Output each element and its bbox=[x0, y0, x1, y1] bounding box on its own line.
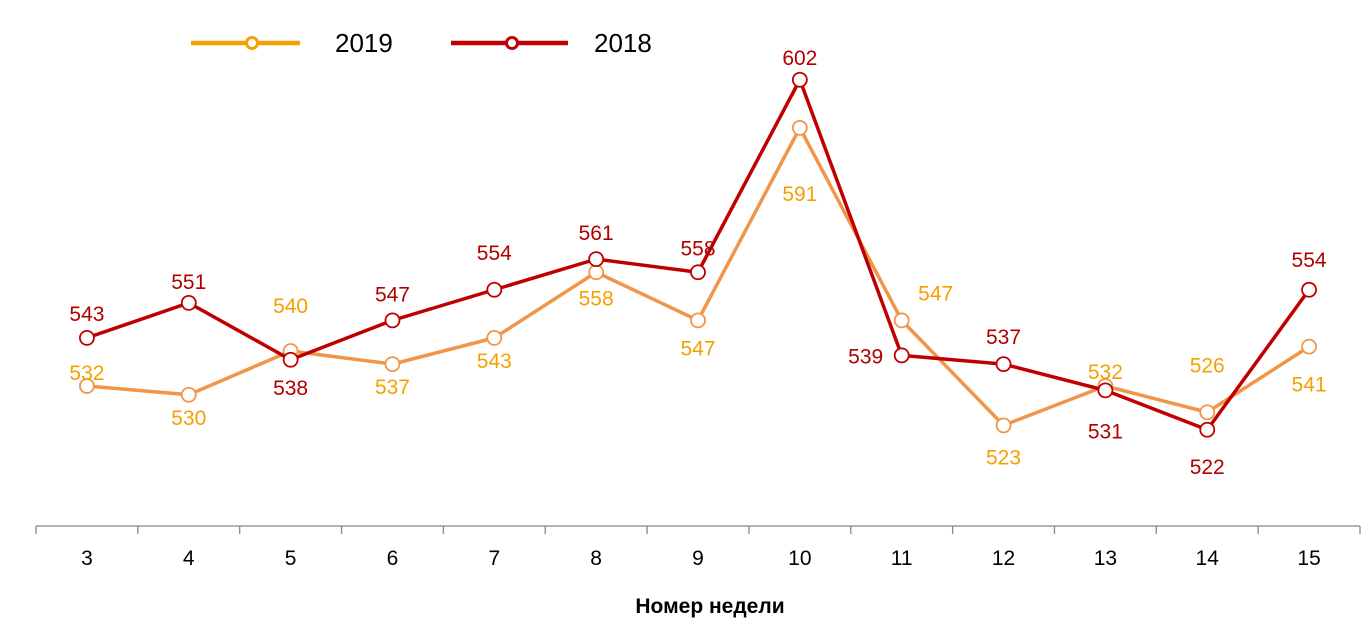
data-point-2018 bbox=[79, 329, 95, 346]
data-point-2019 bbox=[690, 312, 706, 329]
data-point-2019 bbox=[384, 356, 401, 373]
data-label-2018: 522 bbox=[1190, 456, 1225, 479]
data-label-2019: 530 bbox=[171, 407, 206, 430]
data-point-2018 bbox=[1301, 281, 1317, 298]
legend-label: 2019 bbox=[335, 28, 393, 58]
x-tick-label: 15 bbox=[1297, 547, 1320, 570]
data-point-2018 bbox=[995, 356, 1012, 373]
data-label-2018: 543 bbox=[69, 303, 104, 326]
data-label-2019: 523 bbox=[986, 446, 1021, 469]
x-tick-label: 7 bbox=[488, 547, 500, 570]
data-label-2018: 551 bbox=[171, 271, 206, 294]
data-point-2019 bbox=[791, 119, 808, 136]
data-label-2019: 547 bbox=[680, 337, 715, 360]
data-point-2018 bbox=[1199, 421, 1216, 438]
data-label-2018: 602 bbox=[782, 47, 817, 70]
data-label-2019: 532 bbox=[69, 362, 104, 385]
x-tick-label: 11 bbox=[891, 547, 913, 570]
data-point-2019 bbox=[79, 378, 95, 394]
data-label-2019: 532 bbox=[1088, 361, 1123, 384]
data-point-2018 bbox=[690, 264, 706, 281]
x-tick-label: 14 bbox=[1196, 547, 1220, 570]
data-point-2019 bbox=[995, 417, 1012, 434]
x-tick-label: 5 bbox=[285, 547, 297, 570]
data-point-2018 bbox=[384, 312, 401, 329]
data-point-2019 bbox=[893, 312, 910, 329]
data-label-2018: 537 bbox=[986, 326, 1021, 349]
data-point-2019 bbox=[1301, 338, 1317, 355]
data-point-2018 bbox=[1097, 382, 1114, 399]
x-tick-label: 10 bbox=[788, 547, 811, 570]
data-label-2018: 561 bbox=[579, 222, 614, 245]
data-label-2019: 541 bbox=[1292, 374, 1327, 397]
data-label-2019: 526 bbox=[1190, 354, 1225, 377]
series-2018: 543 551 538 547 554 561 558 602 539 537 531 522 554 bbox=[69, 47, 1327, 479]
x-axis: 3 4 5 6 7 8 9 10 11 12 13 14 15 bbox=[35, 525, 1361, 570]
x-tick-label: 13 bbox=[1094, 547, 1117, 570]
data-point-2019 bbox=[180, 386, 197, 403]
data-label-2018: 531 bbox=[1088, 420, 1123, 443]
data-label-2018: 554 bbox=[1292, 249, 1327, 272]
x-tick-label: 3 bbox=[81, 547, 93, 570]
legend: 2019 2018 bbox=[191, 28, 652, 58]
x-tick-label: 12 bbox=[992, 547, 1015, 570]
x-axis-title: Номер недели bbox=[635, 595, 784, 618]
data-label-2019: 547 bbox=[918, 282, 953, 305]
data-point-2018 bbox=[791, 71, 808, 88]
data-label-2019: 540 bbox=[273, 295, 308, 318]
data-point-2018 bbox=[893, 347, 910, 364]
legend-marker-icon bbox=[245, 36, 259, 50]
x-tick-label: 4 bbox=[183, 547, 195, 570]
data-point-2019 bbox=[588, 264, 605, 281]
data-label-2018: 547 bbox=[375, 283, 410, 306]
x-tick-label: 8 bbox=[590, 547, 602, 570]
data-label-2019: 558 bbox=[579, 287, 614, 310]
data-label-2019: 591 bbox=[782, 183, 817, 206]
legend-item-2018: 2018 bbox=[451, 28, 652, 58]
legend-label: 2018 bbox=[594, 28, 652, 58]
x-tick-label: 6 bbox=[387, 547, 399, 570]
legend-marker-icon bbox=[505, 36, 519, 50]
series-2019: 532 530 540 537 543 558 547 591 547 523 532 526 541 bbox=[69, 119, 1327, 469]
data-label-2018: 539 bbox=[848, 345, 883, 368]
data-point-2019 bbox=[486, 329, 503, 346]
x-tick-label: 9 bbox=[692, 547, 704, 570]
data-point-2019 bbox=[1199, 404, 1216, 421]
data-point-2018 bbox=[180, 294, 197, 311]
data-label-2018: 554 bbox=[477, 242, 512, 265]
data-point-2018 bbox=[588, 251, 605, 268]
data-point-2018 bbox=[486, 281, 503, 298]
data-label-2018: 558 bbox=[680, 237, 715, 260]
legend-item-2019: 2019 bbox=[191, 28, 393, 58]
data-label-2019: 537 bbox=[375, 376, 410, 399]
data-label-2019: 543 bbox=[477, 350, 512, 373]
data-label-2018: 538 bbox=[273, 377, 308, 400]
data-point-2018 bbox=[282, 351, 299, 368]
